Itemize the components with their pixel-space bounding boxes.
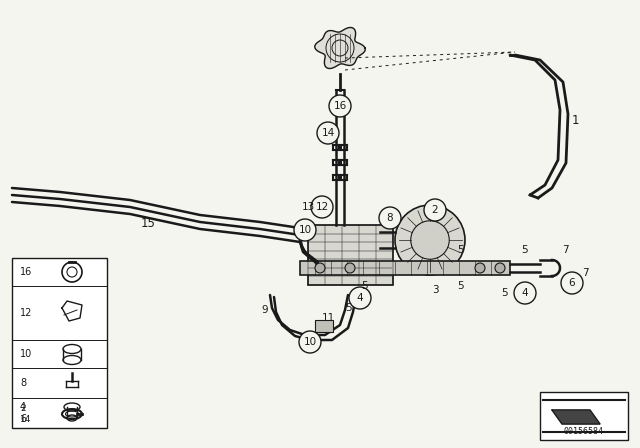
Circle shape xyxy=(475,263,485,273)
Text: 10: 10 xyxy=(303,337,317,347)
Text: 15: 15 xyxy=(141,216,156,229)
Text: 9: 9 xyxy=(262,305,268,315)
Circle shape xyxy=(379,207,401,229)
Circle shape xyxy=(395,205,465,275)
Text: 12: 12 xyxy=(316,202,328,212)
Circle shape xyxy=(329,95,351,117)
Text: 16: 16 xyxy=(20,267,32,277)
Text: 5: 5 xyxy=(457,245,463,255)
Bar xyxy=(300,261,510,275)
Polygon shape xyxy=(315,27,365,69)
Text: 12: 12 xyxy=(20,308,33,318)
Text: 2
14: 2 14 xyxy=(20,404,31,424)
Text: 5: 5 xyxy=(345,303,351,313)
Circle shape xyxy=(294,219,316,241)
Bar xyxy=(315,320,333,332)
Text: 1: 1 xyxy=(572,113,579,126)
Text: 13: 13 xyxy=(301,202,315,212)
Circle shape xyxy=(495,263,505,273)
Text: 7: 7 xyxy=(562,245,568,255)
Text: 8: 8 xyxy=(20,378,26,388)
Text: 7: 7 xyxy=(582,268,588,278)
Bar xyxy=(308,225,393,285)
Text: 16: 16 xyxy=(333,101,347,111)
Text: 4
6: 4 6 xyxy=(20,402,26,424)
Text: 2: 2 xyxy=(432,205,438,215)
Text: 11: 11 xyxy=(321,313,335,323)
Circle shape xyxy=(562,273,582,293)
Circle shape xyxy=(411,221,449,259)
Text: 00156584: 00156584 xyxy=(564,427,604,436)
Circle shape xyxy=(315,263,325,273)
Circle shape xyxy=(349,287,371,309)
Text: 14: 14 xyxy=(321,128,335,138)
Bar xyxy=(12,258,107,428)
Circle shape xyxy=(317,122,339,144)
Text: 10: 10 xyxy=(298,225,312,235)
Text: 3: 3 xyxy=(432,285,438,295)
Text: 5: 5 xyxy=(362,281,368,291)
Text: 5: 5 xyxy=(522,245,528,255)
Circle shape xyxy=(514,282,536,304)
Bar xyxy=(540,392,628,440)
Text: 5: 5 xyxy=(457,281,463,291)
Circle shape xyxy=(299,331,321,353)
Text: 6: 6 xyxy=(569,278,575,288)
Circle shape xyxy=(561,272,583,294)
Text: 8: 8 xyxy=(387,213,394,223)
Text: 4: 4 xyxy=(356,293,364,303)
Circle shape xyxy=(311,196,333,218)
Text: 5: 5 xyxy=(502,288,508,298)
Circle shape xyxy=(345,263,355,273)
Text: 10: 10 xyxy=(20,349,32,359)
Text: 4: 4 xyxy=(522,288,528,298)
Circle shape xyxy=(424,199,446,221)
Polygon shape xyxy=(552,410,600,424)
